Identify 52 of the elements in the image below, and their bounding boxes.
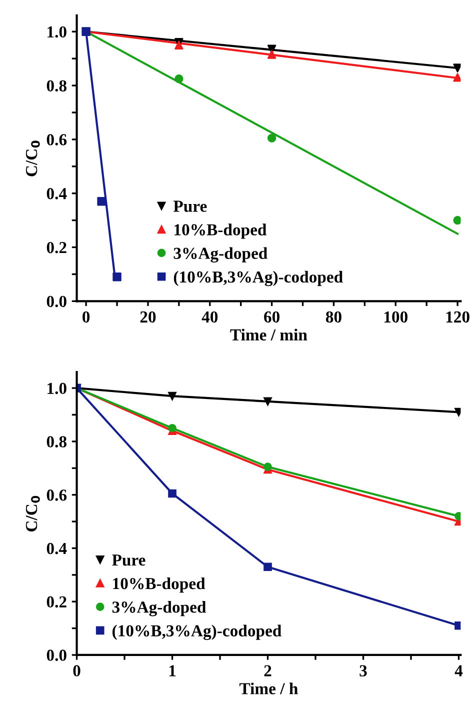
x-tick-label: 1: [169, 665, 176, 676]
point: [264, 397, 272, 406]
y-tick-label: 0.2: [46, 242, 66, 254]
y-axis-title: C/C$_{0}$: [26, 496, 40, 532]
point: [97, 197, 106, 206]
point: [174, 40, 184, 50]
y-tick-label: 1.0: [48, 382, 66, 394]
x-tick-label: 100: [384, 311, 408, 323]
point: [454, 408, 461, 416]
y-tick-label: 0.8: [46, 80, 66, 92]
x-tick-label: 3: [360, 665, 367, 676]
point: [453, 216, 461, 225]
legend-label: 10%B-doped: [113, 577, 206, 593]
y-tick-label: 0.4: [46, 188, 67, 200]
y-tick-label: 0.6: [46, 490, 67, 501]
x-tick-label: 2: [264, 665, 272, 676]
point: [168, 489, 176, 498]
point: [264, 462, 272, 471]
legend-label: Pure: [173, 200, 207, 212]
legend-label: (10%B,3%Ag)-codoped: [174, 270, 343, 286]
point: [267, 134, 276, 142]
legend-label: (10%B,3%Ag)-codoped: [112, 624, 282, 640]
y-tick-label: 0.4: [46, 542, 67, 554]
point: [168, 392, 176, 400]
x-tick-label: 4: [454, 665, 463, 676]
x-axis-title: Time / h: [239, 682, 298, 694]
y-tick-label: 0.6: [46, 134, 67, 146]
x-tick-label: 80: [326, 311, 342, 323]
x-tick-label: 40: [202, 311, 218, 323]
legend-label: 3%Ag-doped: [112, 601, 206, 616]
point: [174, 74, 184, 84]
point: [112, 272, 122, 282]
legend-label: 3%Ag-doped: [174, 247, 268, 262]
x-tick-label: 0: [73, 665, 80, 676]
y-tick-label: 0.2: [46, 596, 66, 608]
x-tick-label: 60: [264, 311, 280, 323]
point: [453, 73, 461, 82]
legend-label: Pure: [112, 554, 146, 566]
x-axis-title: Time / min: [230, 328, 308, 340]
point: [453, 64, 461, 72]
y-tick-label: 0.0: [46, 296, 66, 308]
point: [264, 562, 272, 572]
legend-label: 10%B-doped: [174, 224, 267, 239]
x-tick-label: 0: [82, 311, 90, 323]
point: [267, 50, 276, 59]
y-tick-label: 0.8: [46, 436, 66, 448]
y-tick-label: 1.0: [48, 26, 66, 38]
y-tick-label: 0.0: [46, 650, 66, 661]
y-axis-title: C/C$_{0}$: [26, 140, 40, 176]
x-tick-label: 120: [446, 311, 470, 323]
point: [168, 424, 176, 432]
x-tick-label: 20: [140, 311, 156, 323]
